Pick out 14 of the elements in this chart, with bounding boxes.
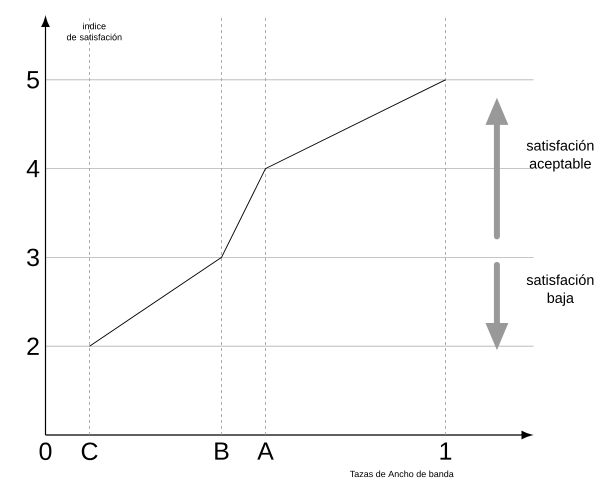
annotation: satisfación aceptable [526,140,594,172]
y-tick-label: 2 [27,338,39,355]
x-axis-title: Tazas de Ancho de banda [350,470,454,478]
x-tick-label: 0 [40,442,52,460]
y-tick-label: 4 [26,160,40,178]
x-tick-label: 1 [440,442,452,460]
x-tick-label: A [257,442,274,460]
y-axis-title: indice de satisfación [66,22,122,40]
annotation: satisfación baja [526,274,594,306]
line-series [89,79,446,347]
y-tick-label: 5 [27,71,39,88]
x-tick-label: B [215,442,228,460]
y-tick-label: 3 [27,248,39,266]
x-tick-label: C [82,442,98,460]
